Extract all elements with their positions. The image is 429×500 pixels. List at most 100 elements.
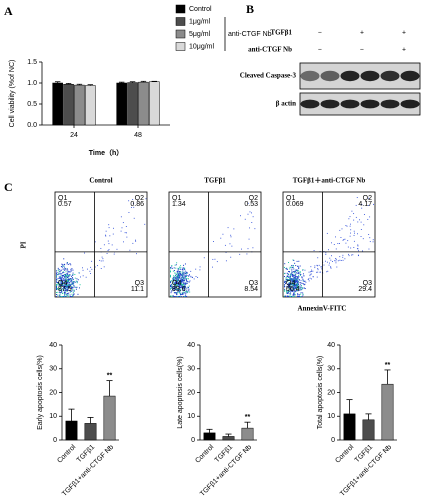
dot <box>367 218 369 220</box>
dot <box>94 241 96 243</box>
dot <box>179 277 181 279</box>
dot <box>179 283 181 285</box>
dot <box>299 288 301 290</box>
dot <box>295 279 297 281</box>
dot <box>178 280 180 282</box>
dot <box>284 276 285 278</box>
dot <box>71 286 73 288</box>
dot <box>225 260 227 262</box>
dot <box>180 280 182 282</box>
dot <box>320 266 322 268</box>
dot <box>120 230 122 232</box>
dot <box>68 285 70 287</box>
dot <box>284 285 285 287</box>
dot <box>353 240 355 242</box>
dot <box>63 269 65 271</box>
dot <box>184 275 186 277</box>
dot <box>62 288 64 290</box>
dot <box>297 284 299 286</box>
dot <box>67 271 69 273</box>
y-tick-label: 30 <box>327 366 335 373</box>
dot <box>288 295 290 297</box>
dot <box>302 269 304 271</box>
dot <box>317 269 319 271</box>
dot <box>72 280 74 282</box>
dot <box>189 274 190 276</box>
dot <box>289 290 291 292</box>
dot <box>288 282 290 284</box>
dot <box>298 294 300 296</box>
dot <box>190 275 192 277</box>
dot <box>294 294 296 296</box>
dot <box>329 262 330 264</box>
blot-band <box>300 70 320 82</box>
dot <box>317 257 319 259</box>
y-axis-label: Cell viability (%of NC) <box>9 60 16 128</box>
dot <box>69 263 71 265</box>
dot <box>353 219 355 221</box>
dot <box>297 282 299 284</box>
dot <box>132 202 134 204</box>
dot <box>184 281 186 283</box>
dot <box>289 279 291 281</box>
dot <box>85 276 87 278</box>
dot <box>184 276 186 278</box>
dot <box>61 266 63 268</box>
dot <box>68 275 70 277</box>
y-tick-label: 0.5 <box>27 101 37 108</box>
dot <box>77 279 79 281</box>
dot <box>56 296 57 297</box>
dot <box>241 248 242 250</box>
dot <box>184 285 186 287</box>
dot <box>345 225 347 227</box>
y-tick-label: 30 <box>187 366 195 373</box>
dot <box>67 287 69 289</box>
dot <box>297 287 299 289</box>
dot <box>286 287 288 289</box>
dot <box>284 289 285 291</box>
dot <box>212 266 213 268</box>
dot <box>183 287 185 289</box>
dot <box>179 285 181 287</box>
dot <box>120 216 122 218</box>
dot <box>176 281 178 283</box>
dot <box>70 270 72 272</box>
dot <box>288 282 290 284</box>
dot <box>175 264 177 266</box>
dot <box>133 217 135 219</box>
dot <box>66 263 68 265</box>
quadrant-name: Q4 <box>58 280 67 287</box>
dot <box>65 277 67 279</box>
dot <box>285 268 287 270</box>
dot <box>347 240 349 242</box>
dot <box>293 276 295 278</box>
dot <box>291 286 293 288</box>
condition-label: anti-CTGF Nb <box>248 46 292 54</box>
dot <box>293 279 295 281</box>
dot <box>180 285 182 287</box>
bar <box>85 85 96 126</box>
dot <box>292 267 294 269</box>
dot <box>182 276 184 278</box>
dot <box>296 281 298 283</box>
dot <box>360 236 362 237</box>
dot <box>182 282 184 284</box>
dot <box>292 275 294 277</box>
dot <box>180 292 182 294</box>
dot <box>295 278 297 280</box>
dot <box>72 287 74 289</box>
dot <box>348 253 350 255</box>
dot <box>179 286 181 288</box>
dot <box>293 296 295 297</box>
y-tick-label: 0 <box>191 437 195 444</box>
dot <box>74 286 76 288</box>
blot-box <box>299 92 421 116</box>
legend-label: 1μg/ml <box>189 18 211 25</box>
dot <box>187 278 189 280</box>
dot <box>286 292 288 294</box>
dot <box>65 269 67 271</box>
dot <box>289 293 291 295</box>
dot <box>72 272 74 274</box>
dot <box>129 249 131 251</box>
dot <box>177 285 179 287</box>
